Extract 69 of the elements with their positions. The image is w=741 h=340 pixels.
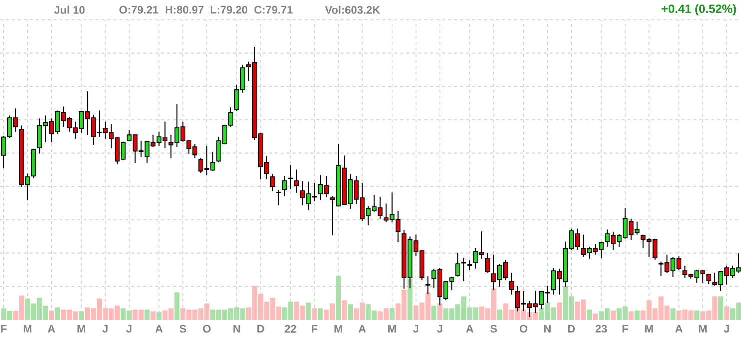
x-tick-label: J <box>102 325 108 333</box>
x-tick-label: O <box>203 325 211 333</box>
x-tick-label: N <box>234 325 240 333</box>
x-tick-label: F <box>1 325 7 333</box>
text: C:79.71 <box>254 6 293 14</box>
bar <box>718 296 724 320</box>
x-tick-label: A <box>48 325 56 333</box>
x-tick-label: 23 <box>596 325 608 333</box>
candlestick <box>509 272 514 296</box>
x-tick-label: D <box>568 325 576 333</box>
candlestick <box>276 190 282 206</box>
text: Vol:603.2K <box>325 6 380 14</box>
bar <box>432 306 437 320</box>
x-tick-label: M <box>78 325 86 333</box>
bar <box>497 310 502 320</box>
candlestick <box>294 169 300 194</box>
x-tick-label: A <box>675 325 683 333</box>
x-tick-label: M <box>645 325 654 333</box>
candlestick <box>270 174 276 192</box>
bar <box>318 308 324 320</box>
x-tick-label: O <box>520 325 528 333</box>
bar <box>628 312 634 320</box>
x-tick-label: M <box>388 325 396 333</box>
text: H:80.97 <box>166 6 204 14</box>
x-tick-label: S <box>180 325 186 333</box>
text: +0.41 (0.52%) <box>662 4 736 16</box>
bar <box>306 302 312 320</box>
text: Jul 10 <box>54 6 85 14</box>
bar <box>150 312 156 320</box>
x-tick-label: A <box>466 325 474 333</box>
x-tick-label: F <box>312 325 318 333</box>
bar <box>144 310 150 320</box>
bar <box>156 312 162 320</box>
text: O:79.21 <box>120 6 158 14</box>
bar <box>342 300 348 320</box>
bar <box>390 308 395 320</box>
x-tick-label: J <box>437 325 442 333</box>
bar <box>557 302 562 320</box>
bar <box>592 314 598 320</box>
x-tick-label: M <box>699 325 707 333</box>
bar <box>348 304 353 320</box>
candlestick <box>288 164 294 190</box>
candlestick <box>282 176 288 197</box>
x-tick-label: J <box>413 325 419 333</box>
x-tick-label: S <box>490 325 498 333</box>
bar <box>312 308 318 320</box>
x-tick-label: F <box>622 325 628 333</box>
candlestick <box>468 260 472 271</box>
x-tick-label: 22 <box>285 325 296 333</box>
bar <box>587 310 592 320</box>
candlestick <box>486 252 490 274</box>
bar <box>55 308 60 320</box>
bar <box>49 310 54 320</box>
text: L:79.20 <box>210 6 248 14</box>
x-tick-label: A <box>156 325 163 333</box>
x-tick-label: J <box>126 325 132 333</box>
bar <box>610 310 616 320</box>
bar <box>694 310 700 320</box>
x-tick-label: D <box>258 325 264 333</box>
candlestick <box>456 252 460 278</box>
bar <box>634 310 640 320</box>
x-tick-label: A <box>358 325 366 333</box>
x-tick-label: J <box>724 325 730 333</box>
x-tick-label: M <box>334 325 342 333</box>
x-tick-label: M <box>24 325 32 333</box>
candlestick <box>706 274 712 285</box>
bar <box>174 292 180 320</box>
bar <box>670 308 676 320</box>
x-tick-label: N <box>544 325 551 333</box>
